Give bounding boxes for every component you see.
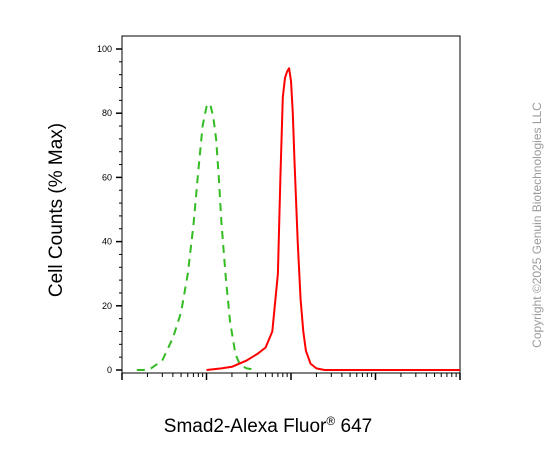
y-tick-label: 20 xyxy=(102,301,112,311)
y-tick-label: 40 xyxy=(102,237,112,247)
histogram-line-2 xyxy=(206,67,460,371)
x-axis-title-tail: 647 xyxy=(335,416,372,437)
x-axis-title-main: Smad2-Alexa Fluor xyxy=(164,416,327,437)
x-axis-title-registered: ® xyxy=(326,414,335,428)
x-axis-title: Smad2-Alexa Fluor® 647 xyxy=(164,414,372,437)
histogram-line-1 xyxy=(136,102,258,371)
series-lines xyxy=(136,67,460,371)
y-tick-label: 60 xyxy=(102,172,112,182)
copyright-watermark: Copyright ©2025 Genuin Biotechnologies L… xyxy=(530,102,544,348)
y-tick-label: 100 xyxy=(97,44,112,54)
y-tick-label: 80 xyxy=(102,108,112,118)
y-tick-label: 0 xyxy=(107,365,112,375)
x-axis-ticks xyxy=(121,373,461,380)
y-axis-title: Cell Counts (% Max) xyxy=(46,123,67,297)
y-axis-ticks: 0 20 40 60 80 100 xyxy=(97,44,122,375)
